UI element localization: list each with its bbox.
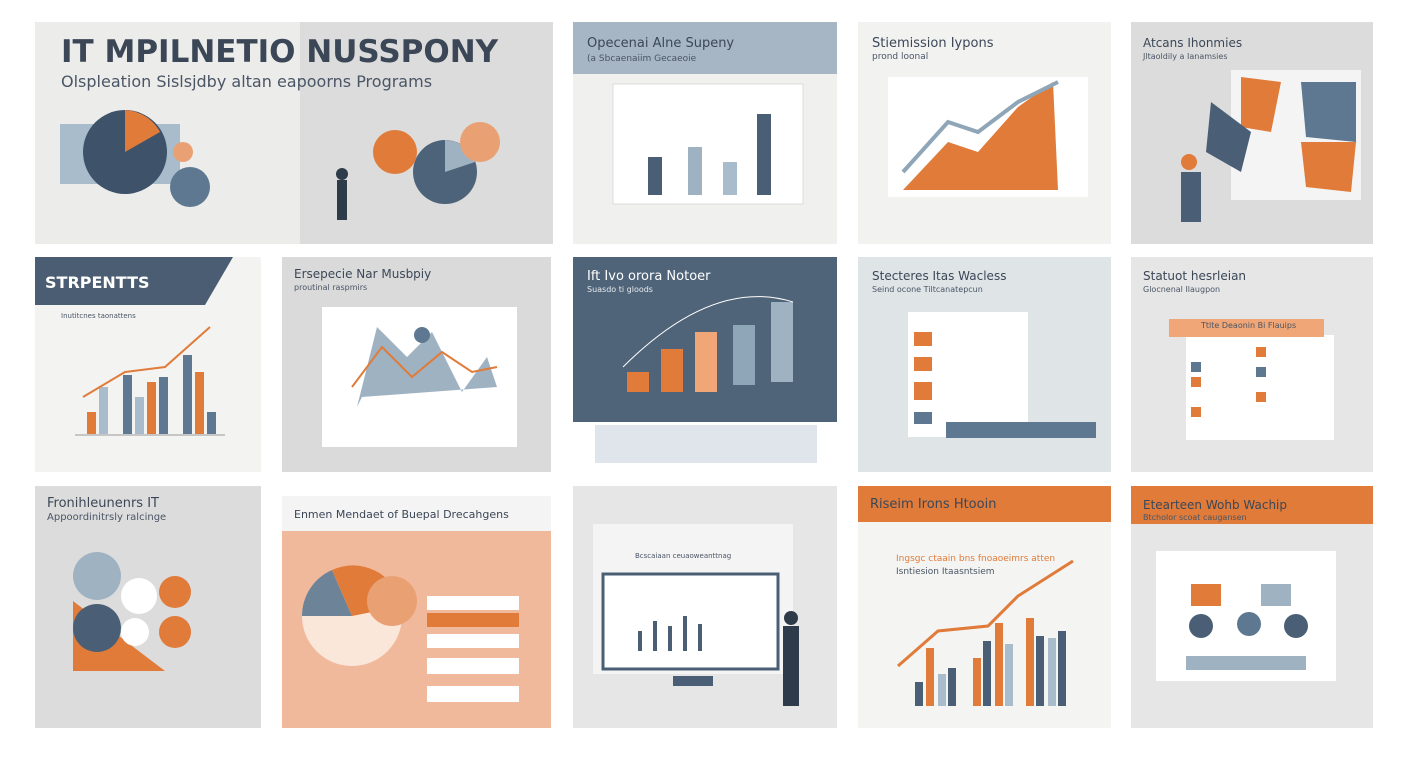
card-title: Ttlte Deaonin Bi Flauips — [1201, 321, 1297, 330]
decoration — [73, 552, 191, 671]
decoration — [908, 312, 1096, 438]
decoration — [858, 486, 1111, 706]
decoration — [282, 496, 551, 702]
slide-title: Riseim Irons Htooin — [870, 497, 997, 512]
slide-subtitle: Btcholor scoat caugansen — [1143, 513, 1247, 522]
slide-title: Fronihleunenrs IT — [47, 496, 159, 511]
slide: Enmen Mendaet of Buepal Drecahgens — [282, 496, 551, 728]
slide: STRPENTTS Inutitcnes taonattens — [35, 257, 261, 472]
slide: IT MPILNETIO NUSSPONY Olspleation Sislsj… — [35, 22, 553, 244]
slide-subtitle: prond loonal — [872, 52, 929, 62]
slide-subtitle: Olspleation Sislsjdby altan eapoorns Pro… — [61, 72, 433, 91]
slide-subtitle: (a Sbcaenaiim Gecaeoie — [587, 54, 697, 64]
slide-title: Statuot hesrleian — [1143, 269, 1247, 283]
slide-title: Ersepecie Nar Musbpiy — [294, 267, 432, 281]
decoration — [573, 257, 837, 463]
slide-subtitle: proutinal raspmirs — [294, 283, 368, 292]
slide-title: Bcscaiaan ceuaoweanttnag — [635, 552, 732, 560]
slide-subtitle: Jltaoldily a Ianamsies — [1143, 52, 1228, 61]
decoration — [888, 77, 1088, 197]
slide-title: Atcans Ihonmies — [1143, 36, 1243, 50]
slide-title: Stiemission Iypons — [872, 36, 994, 51]
slide: Stecteres Itas Wacless Seind ocone Tiltc… — [858, 257, 1111, 472]
decoration — [60, 22, 553, 244]
slide-title: Ift Ivo orora Notoer — [587, 269, 711, 284]
decoration — [573, 22, 837, 205]
slide-subtitle: Appoordinitrsly ralcinge — [47, 512, 167, 523]
slide-title: IT MPILNETIO NUSSPONY — [61, 34, 499, 70]
slide: Opecenai Alne Supeny (a Sbcaenaiim Gecae… — [573, 22, 837, 244]
slide: Etearteen Wohb Wachip Btcholor scoat cau… — [1131, 486, 1373, 728]
slide-subtitle: Ingsgc ctaain bns fnoaoeimrs atten — [896, 554, 1056, 564]
slide: Fronihleunenrs IT Appoordinitrsly ralcin… — [35, 486, 261, 728]
slide: Ift Ivo orora Notoer Suasdo ti gloods — [573, 257, 837, 472]
slide: Stiemission Iypons prond loonal — [858, 22, 1111, 244]
decoration — [322, 307, 517, 447]
slide-title: STRPENTTS — [45, 273, 150, 292]
slide-note: Isntiesion Itaasntsiem — [896, 567, 995, 577]
decoration — [35, 257, 233, 436]
slide: Statuot hesrleian Glocnenal Ilaugpon Ttl… — [1131, 257, 1373, 472]
decoration — [1131, 486, 1373, 681]
slide-subtitle: Inutitcnes taonattens — [61, 312, 136, 320]
slide-title: Enmen Mendaet of Buepal Drecahgens — [294, 508, 509, 521]
slide-title: Opecenai Alne Supeny — [587, 36, 735, 51]
slide: Ersepecie Nar Musbpiy proutinal raspmirs — [282, 257, 551, 472]
slide-title: Etearteen Wohb Wachip — [1143, 498, 1287, 512]
slide: Atcans Ihonmies Jltaoldily a Ianamsies — [1131, 22, 1373, 244]
slide: Riseim Irons Htooin Ingsgc ctaain bns fn… — [858, 486, 1111, 728]
slide-title: Stecteres Itas Wacless — [872, 269, 1007, 283]
decoration — [1169, 319, 1334, 440]
slide-subtitle: Suasdo ti gloods — [587, 285, 653, 294]
slide: Bcscaiaan ceuaoweanttnag — [573, 486, 837, 728]
slide-subtitle: Glocnenal Ilaugpon — [1143, 285, 1221, 294]
slide-subtitle: Seind ocone Tiltcanatepcun — [872, 285, 983, 294]
decoration — [593, 524, 799, 706]
decoration — [1181, 70, 1361, 222]
